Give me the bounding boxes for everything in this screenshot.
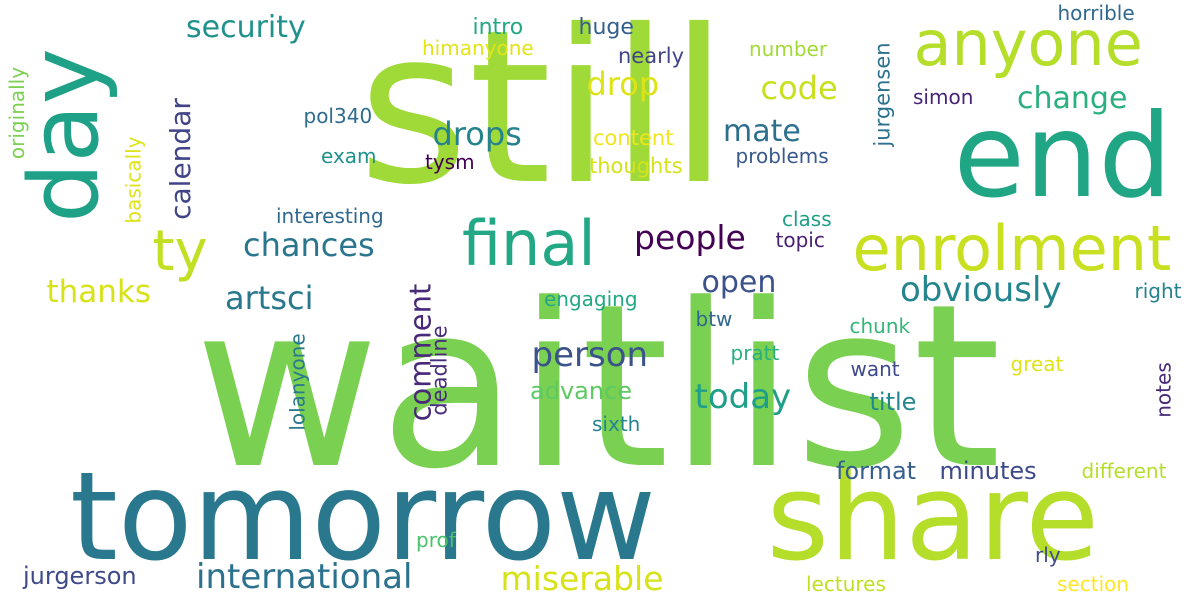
word-deadline: deadline — [427, 324, 452, 416]
word-simon: simon — [913, 85, 974, 109]
word-exam: exam — [321, 144, 377, 168]
word-jurgensen: jurgensen — [870, 41, 895, 147]
word-security: security — [186, 10, 306, 45]
word-himanyone: himanyone — [422, 36, 534, 60]
word-chances: chances — [243, 226, 375, 264]
word-day: day — [9, 47, 120, 223]
word-number: number — [749, 37, 828, 61]
word-share: share — [766, 449, 1100, 588]
word-prof: prof — [416, 528, 456, 552]
word-enrolment: enrolment — [852, 212, 1172, 285]
word-still: still — [358, 0, 729, 231]
word-chunk: chunk — [849, 314, 911, 338]
word-waitlist: waitlist — [194, 256, 1002, 519]
word-ty: ty — [152, 219, 208, 284]
word-btw: btw — [695, 307, 733, 331]
word-notes: notes — [1151, 362, 1176, 418]
word-international: international — [196, 557, 413, 597]
word-mate: mate — [723, 114, 801, 149]
word-minutes: minutes — [939, 457, 1037, 485]
word-drop: drop — [586, 65, 660, 103]
word-end: end — [953, 89, 1173, 224]
word-pol340: pol340 — [303, 104, 373, 128]
word-thanks: thanks — [46, 273, 152, 310]
word-right: right — [1134, 279, 1182, 303]
word-nearly: nearly — [618, 43, 684, 68]
word-engaging: engaging — [544, 287, 638, 311]
word-artsci: artsci — [225, 279, 314, 317]
word-change: change — [1017, 81, 1128, 116]
word-huge: huge — [578, 15, 634, 40]
word-code: code — [760, 69, 838, 107]
word-tomorrow: tomorrow — [70, 446, 656, 588]
word-basically: basically — [121, 136, 146, 224]
word-pratt: pratt — [730, 341, 780, 365]
word-anyone: anyone — [913, 7, 1143, 80]
word-want: want — [850, 357, 900, 381]
word-content: content — [593, 125, 674, 150]
word-lolanyone: lolanyone — [285, 333, 310, 431]
word-horrible: horrible — [1057, 1, 1135, 25]
word-miserable: miserable — [500, 558, 664, 598]
word-today: today — [694, 377, 792, 417]
word-topic: topic — [775, 228, 825, 252]
word-final: final — [462, 207, 596, 280]
word-format: format — [836, 457, 917, 485]
word-person: person — [531, 335, 649, 375]
word-calendar: calendar — [163, 98, 197, 220]
word-open: open — [701, 265, 777, 300]
word-class: class — [782, 207, 832, 231]
word-rly: rly — [1035, 543, 1061, 567]
word-drops: drops — [432, 115, 522, 153]
word-lectures: lectures — [806, 572, 886, 596]
word-interesting: interesting — [276, 204, 384, 228]
word-people: people — [634, 217, 746, 257]
word-obviously: obviously — [900, 270, 1062, 310]
word-intro: intro — [472, 15, 524, 40]
word-sixth: sixth — [592, 412, 641, 436]
word-great: great — [1010, 352, 1064, 376]
word-title: title — [869, 388, 917, 416]
word-thoughts: thoughts — [589, 153, 683, 178]
word-jurgerson: jurgerson — [23, 562, 137, 590]
word-tysm: tysm — [425, 150, 475, 174]
word-problems: problems — [735, 144, 829, 168]
word-originally: originally — [5, 66, 30, 160]
word-section: section — [1057, 572, 1130, 596]
word-different: different — [1081, 459, 1167, 483]
word-advance: advance — [530, 377, 633, 405]
